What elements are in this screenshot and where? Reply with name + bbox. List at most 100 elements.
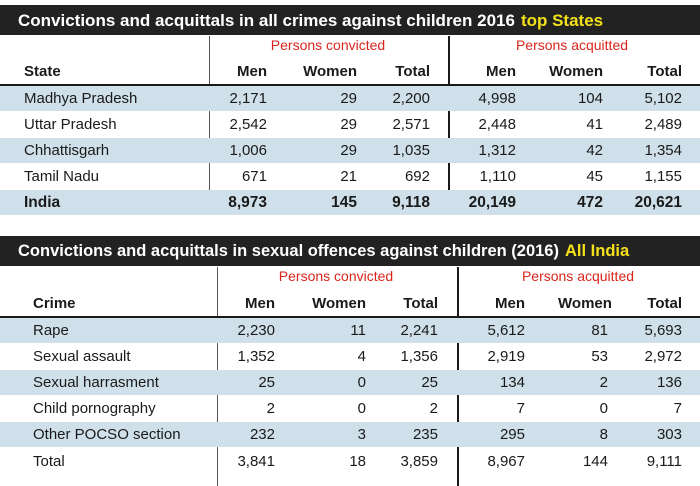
col-header-total-acquitted: Total	[647, 295, 682, 312]
row-label: Uttar Pradesh	[24, 116, 117, 133]
cell-total-convicted: 1,356	[400, 348, 438, 365]
cell-women-convicted: 0	[357, 400, 366, 417]
col-header-total-convicted: Total	[395, 63, 430, 80]
cell-men-convicted: 3,841	[237, 453, 275, 470]
cell-total-acquitted: 9,111	[646, 453, 682, 470]
cell-men-acquitted: 2,919	[487, 348, 525, 365]
cell-total-convicted: 692	[404, 168, 430, 185]
table-title: Convictions and acquittals in sexual off…	[0, 236, 700, 266]
row-label: Chhattisgarh	[24, 142, 110, 159]
col-header-women-acquitted: Women	[558, 295, 612, 312]
col-header-women-convicted: Women	[303, 63, 357, 80]
cell-total-convicted: 25	[421, 374, 438, 391]
row-label: Madhya Pradesh	[24, 90, 138, 107]
cell-women-convicted: 29	[340, 142, 357, 159]
cell-women-acquitted: 8	[599, 426, 608, 443]
cell-total-convicted: 9,118	[392, 193, 430, 211]
cell-men-acquitted: 4,998	[478, 90, 516, 107]
cell-total-acquitted: 1,354	[644, 142, 682, 159]
cell-women-acquitted: 104	[577, 90, 603, 107]
cell-women-acquitted: 2	[599, 374, 608, 391]
cell-men-convicted: 25	[258, 374, 275, 391]
col-header-crime: Crime	[33, 295, 76, 312]
cell-women-acquitted: 42	[586, 142, 603, 159]
cell-total-convicted: 3,859	[400, 453, 438, 470]
cell-women-acquitted: 81	[591, 322, 608, 339]
cell-men-convicted: 2	[266, 400, 275, 417]
table-row: Tamil Nadu 671 21 692 1,110 45 1,155	[0, 164, 700, 189]
table-row: Madhya Pradesh 2,171 29 2,200 4,998 104 …	[0, 86, 700, 111]
cell-women-convicted: 29	[340, 116, 357, 133]
group-label-acquitted: Persons acquitted	[521, 268, 635, 284]
cell-men-acquitted: 295	[499, 426, 525, 443]
cell-women-acquitted: 0	[599, 400, 608, 417]
cell-women-convicted: 4	[357, 348, 366, 365]
cell-men-acquitted: 7	[516, 400, 525, 417]
cell-total-acquitted: 20,621	[634, 193, 682, 211]
cell-total-convicted: 235	[412, 426, 438, 443]
cell-men-convicted: 1,352	[237, 348, 275, 365]
cell-total-acquitted: 136	[656, 374, 682, 391]
table-row: Rape 2,230 11 2,241 5,612 81 5,693	[0, 318, 700, 343]
divider-middle	[448, 36, 450, 212]
cell-men-acquitted: 8,967	[487, 453, 525, 470]
header-rule	[0, 316, 700, 318]
cell-total-acquitted: 2,489	[644, 116, 682, 133]
cell-men-convicted: 671	[241, 168, 267, 185]
col-header-total-convicted: Total	[403, 295, 438, 312]
cell-women-convicted: 3	[357, 426, 366, 443]
title-highlight: All India	[564, 241, 630, 260]
table-row: Uttar Pradesh 2,542 29 2,571 2,448 41 2,…	[0, 112, 700, 137]
cell-men-acquitted: 134	[499, 374, 525, 391]
header-row: State Men Women Total Men Women Total	[0, 59, 700, 84]
col-header-total-acquitted: Total	[647, 63, 682, 80]
cell-women-acquitted: 45	[586, 168, 603, 185]
cell-women-convicted: 0	[357, 374, 366, 391]
table-states: Convictions and acquittals in all crimes…	[0, 0, 700, 215]
divider-left	[209, 36, 210, 212]
cell-women-convicted: 11	[350, 322, 366, 339]
row-label: Total	[33, 453, 65, 470]
col-header-men-convicted: Men	[245, 295, 275, 312]
group-label-convicted: Persons convicted	[278, 268, 394, 284]
table-row: Other POCSO section 232 3 235 295 8 303	[0, 422, 700, 447]
cell-total-convicted: 1,035	[392, 142, 430, 159]
total-row: India 8,973 145 9,118 20,149 472 20,621	[0, 190, 700, 215]
cell-total-acquitted: 7	[673, 400, 682, 417]
table-title: Convictions and acquittals in all crimes…	[0, 5, 700, 35]
title-text: Convictions and acquittals in all crimes…	[18, 10, 515, 30]
header-row: Crime Men Women Total Men Women Total	[0, 291, 700, 316]
row-label: Rape	[33, 322, 69, 339]
table-row: Sexual assault 1,352 4 1,356 2,919 53 2,…	[0, 344, 700, 369]
cell-men-convicted: 2,542	[229, 116, 267, 133]
cell-total-convicted: 2	[429, 400, 438, 417]
table-sexual-offences: Convictions and acquittals in sexual off…	[0, 236, 700, 486]
cell-total-convicted: 2,241	[400, 322, 438, 339]
cell-women-convicted: 18	[349, 453, 366, 470]
cell-total-acquitted: 5,693	[644, 322, 682, 339]
cell-total-acquitted: 5,102	[644, 90, 682, 107]
cell-men-acquitted: 5,612	[487, 322, 525, 339]
cell-men-convicted: 232	[249, 426, 275, 443]
cell-men-convicted: 2,230	[237, 322, 275, 339]
cell-men-acquitted: 20,149	[468, 193, 516, 211]
cell-women-acquitted: 472	[577, 193, 603, 211]
table-row: Child pornography 2 0 2 7 0 7	[0, 396, 700, 421]
table-row: Sexual harrasment 25 0 25 134 2 136	[0, 370, 700, 395]
title-highlight: top States	[520, 10, 604, 30]
cell-total-convicted: 2,200	[392, 90, 430, 107]
group-label-acquitted: Persons acquitted	[515, 37, 629, 53]
row-label: Other POCSO section	[33, 426, 181, 443]
col-header-men-acquitted: Men	[495, 295, 525, 312]
cell-total-acquitted: 303	[656, 426, 682, 443]
cell-total-acquitted: 1,155	[644, 168, 682, 185]
col-header-women-acquitted: Women	[549, 63, 603, 80]
cell-total-convicted: 2,571	[392, 116, 430, 133]
cell-men-acquitted: 1,110	[479, 168, 516, 185]
title-text: Convictions and acquittals in sexual off…	[18, 241, 559, 260]
cell-women-acquitted: 53	[591, 348, 608, 365]
total-row: Total 3,841 18 3,859 8,967 144 9,111	[0, 449, 700, 474]
cell-men-acquitted: 2,448	[478, 116, 516, 133]
group-label-convicted: Persons convicted	[270, 37, 386, 53]
cell-women-acquitted: 144	[582, 453, 608, 470]
